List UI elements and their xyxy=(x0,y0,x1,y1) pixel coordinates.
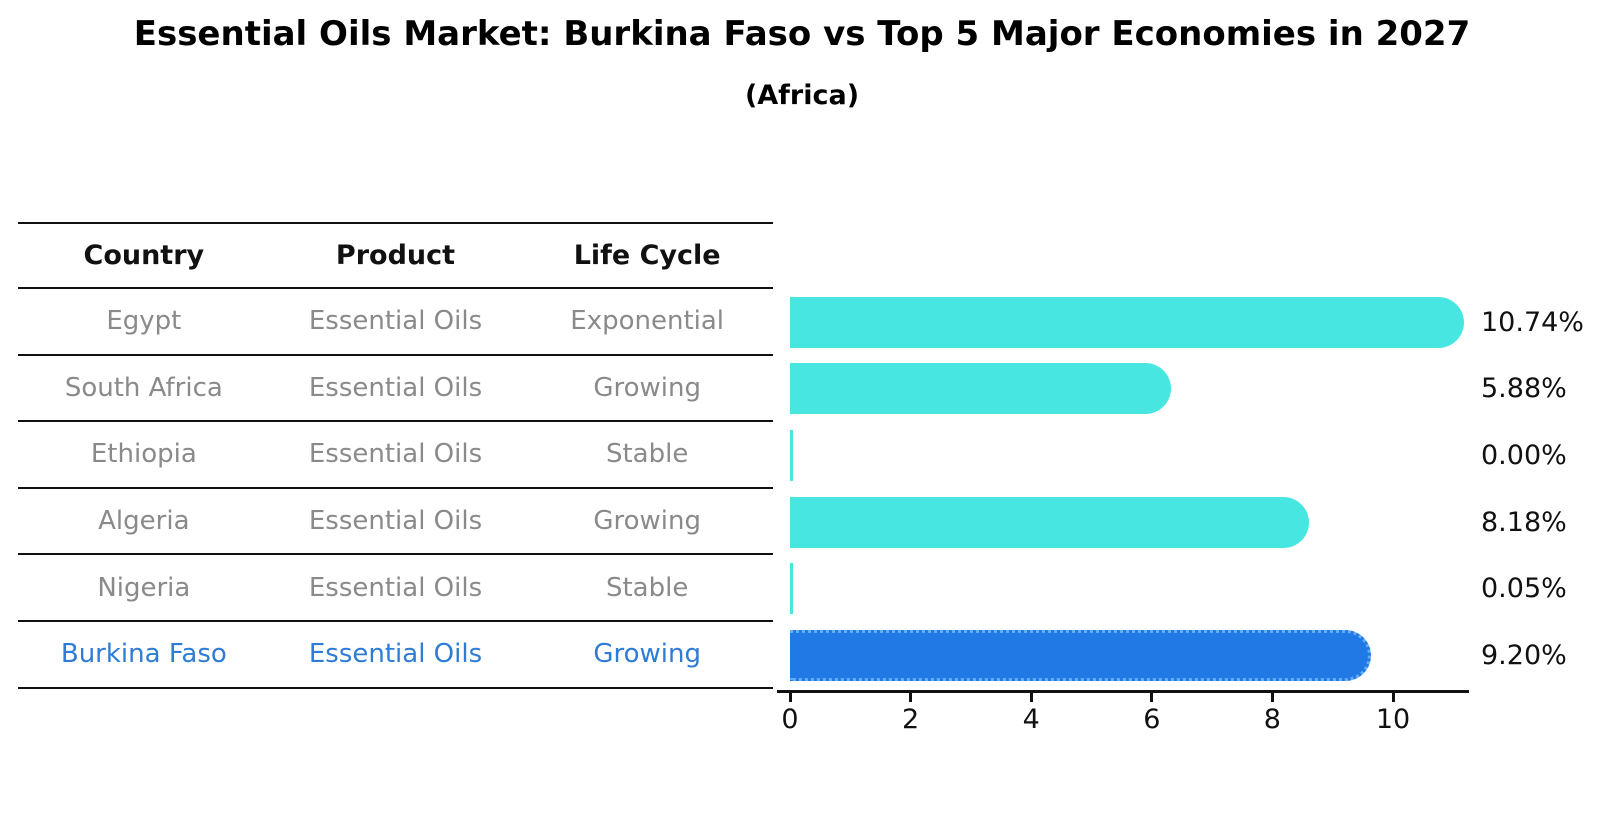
country-cell: Algeria xyxy=(98,506,190,537)
x-axis-tick-label: 0 xyxy=(781,704,799,735)
x-axis-tick xyxy=(788,693,792,702)
table-header-life-cycle: Life Cycle xyxy=(573,240,721,271)
life-cycle-cell: Stable xyxy=(605,572,689,603)
country-cell: South Africa xyxy=(64,372,223,403)
bar xyxy=(790,363,1171,415)
bar-highlight xyxy=(790,629,1371,681)
country-cell: Ethiopia xyxy=(90,439,197,470)
table-row: South Africa Essential Oils Growing xyxy=(18,356,773,423)
bar-value-label: 5.88% xyxy=(1481,373,1567,405)
bar xyxy=(790,296,1464,348)
table-header-row: Country Product Life Cycle xyxy=(18,224,773,289)
x-axis-tick xyxy=(1391,693,1395,702)
product-cell: Essential Oils xyxy=(308,506,483,537)
product-cell: Essential Oils xyxy=(308,572,483,603)
product-cell: Essential Oils xyxy=(308,372,483,403)
product-cell: Essential Oils xyxy=(308,439,483,470)
bar-value-label: 9.20% xyxy=(1481,639,1567,671)
chart-subtitle: (Africa) xyxy=(744,80,860,111)
life-cycle-cell: Growing xyxy=(593,639,701,670)
x-axis-tick xyxy=(909,693,913,702)
x-axis-line xyxy=(777,690,1469,693)
life-cycle-cell: Stable xyxy=(605,439,689,470)
country-cell: Burkina Faso xyxy=(60,639,227,670)
product-cell: Essential Oils xyxy=(308,639,483,670)
product-cell: Essential Oils xyxy=(308,306,483,337)
table-row: Ethiopia Essential Oils Stable xyxy=(18,422,773,489)
life-cycle-cell: Growing xyxy=(593,506,701,537)
table-header-country: Country xyxy=(83,240,205,271)
bar-value-label: 8.18% xyxy=(1481,506,1567,538)
x-axis-tick-label: 10 xyxy=(1375,704,1411,735)
life-cycle-cell: Exponential xyxy=(570,306,725,337)
x-axis-tick-label: 8 xyxy=(1263,704,1281,735)
x-axis-tick xyxy=(1029,693,1033,702)
table-header-product: Product xyxy=(335,240,456,271)
x-axis-tick xyxy=(1150,693,1154,702)
table-row: Egypt Essential Oils Exponential xyxy=(18,289,773,356)
bar xyxy=(790,563,793,615)
life-cycle-cell: Growing xyxy=(593,372,701,403)
country-table: Country Product Life Cycle Egypt Essentia… xyxy=(18,222,773,689)
chart-title: Essential Oils Market: Burkina Faso vs T… xyxy=(133,14,1471,54)
table-row: Nigeria Essential Oils Stable xyxy=(18,555,773,622)
x-axis-tick xyxy=(1270,693,1274,702)
table-row: Algeria Essential Oils Growing xyxy=(18,489,773,556)
bar xyxy=(790,496,1310,548)
bar-value-label: 10.74% xyxy=(1481,306,1584,338)
country-cell: Egypt xyxy=(106,306,182,337)
bar-value-label: 0.05% xyxy=(1481,573,1567,605)
x-axis-tick-label: 4 xyxy=(1022,704,1040,735)
country-cell: Nigeria xyxy=(97,572,191,603)
bar xyxy=(790,430,793,481)
x-axis-tick-label: 2 xyxy=(902,704,920,735)
x-axis-tick-label: 6 xyxy=(1143,704,1161,735)
table-row: Burkina Faso Essential Oils Growing xyxy=(18,622,773,689)
bar-value-label: 0.00% xyxy=(1481,439,1567,471)
